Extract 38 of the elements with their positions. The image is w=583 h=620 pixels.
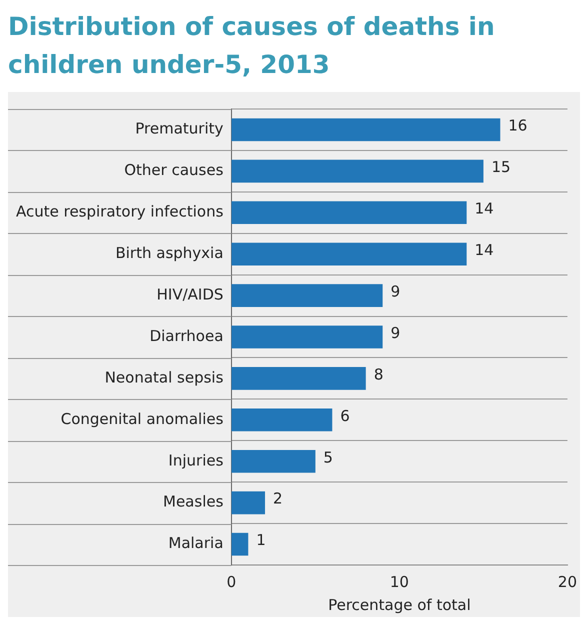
y-tick-label: HIV/AIDS bbox=[156, 285, 224, 304]
data-label: 2 bbox=[273, 490, 283, 508]
data-label: 8 bbox=[374, 365, 384, 384]
data-label: 9 bbox=[390, 282, 400, 300]
data-label: 15 bbox=[491, 158, 511, 176]
bar bbox=[231, 242, 467, 266]
y-tick-label: Diarrhoea bbox=[150, 326, 224, 345]
y-tick-label: Congenital anomalies bbox=[60, 410, 224, 428]
chart-title: Distribution of causes of deaths in children under-5, 2013 bbox=[8, 11, 496, 81]
y-tick-label: Injuries bbox=[168, 451, 224, 470]
data-label: 5 bbox=[323, 448, 333, 466]
y-tick-label: Birth asphyxia bbox=[115, 244, 224, 262]
bar bbox=[231, 201, 467, 224]
y-tick-label: Other causes bbox=[124, 161, 224, 180]
data-label: 16 bbox=[508, 116, 528, 135]
data-label: 6 bbox=[340, 406, 350, 425]
y-tick-label: Neonatal sepsis bbox=[104, 368, 224, 386]
x-axis-title: Percentage of total bbox=[328, 596, 471, 614]
bar bbox=[231, 491, 266, 514]
x-tick-label: 20 bbox=[558, 572, 578, 591]
data-label: 14 bbox=[474, 200, 494, 218]
y-tick-label: Acute respiratory infections bbox=[16, 202, 224, 221]
bar bbox=[231, 326, 383, 348]
data-label: 9 bbox=[390, 324, 400, 342]
bar bbox=[231, 408, 332, 432]
x-tick-label: 0 bbox=[226, 572, 236, 591]
bar bbox=[231, 160, 484, 183]
y-tick-label: Measles bbox=[163, 492, 224, 511]
data-label: 1 bbox=[256, 531, 266, 550]
x-tick-label: 10 bbox=[390, 572, 409, 591]
y-tick-label: Malaria bbox=[168, 534, 224, 552]
data-label: 14 bbox=[474, 240, 494, 259]
y-tick-label: Prematurity bbox=[135, 120, 224, 138]
bar bbox=[231, 118, 500, 142]
bar bbox=[231, 367, 366, 390]
bar bbox=[231, 284, 383, 307]
bar bbox=[231, 532, 248, 556]
bar bbox=[231, 450, 316, 473]
